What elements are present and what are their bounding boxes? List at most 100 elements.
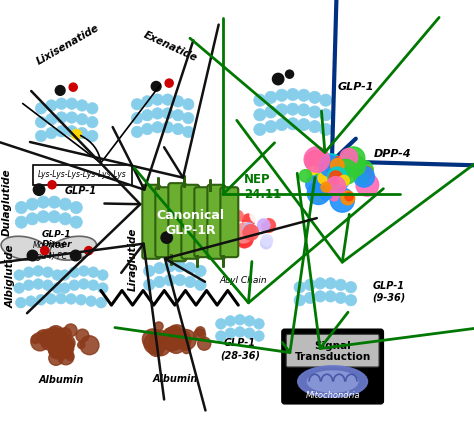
Circle shape — [328, 168, 348, 187]
Text: Albiglutide: Albiglutide — [6, 244, 16, 307]
Circle shape — [344, 155, 365, 177]
Circle shape — [235, 327, 245, 338]
Circle shape — [162, 95, 173, 106]
Circle shape — [46, 114, 57, 126]
Circle shape — [43, 280, 53, 291]
Circle shape — [328, 168, 347, 187]
Circle shape — [154, 276, 165, 288]
Circle shape — [37, 197, 49, 209]
Circle shape — [327, 157, 348, 179]
Circle shape — [41, 247, 49, 255]
Circle shape — [86, 296, 96, 307]
Circle shape — [54, 335, 69, 350]
Circle shape — [260, 238, 272, 250]
Text: Modified
(IgG4) FC: Modified (IgG4) FC — [31, 240, 67, 260]
Circle shape — [318, 173, 330, 185]
Circle shape — [66, 126, 78, 138]
Text: Lys-Lys-Lys-Lys-Lys-Lys: Lys-Lys-Lys-Lys-Lys-Lys — [38, 170, 127, 178]
Circle shape — [96, 298, 107, 308]
Circle shape — [60, 339, 74, 352]
Circle shape — [173, 124, 184, 135]
Circle shape — [264, 107, 277, 119]
Circle shape — [335, 293, 346, 304]
Circle shape — [298, 119, 310, 132]
Circle shape — [173, 110, 184, 122]
Circle shape — [355, 161, 373, 180]
Circle shape — [260, 215, 279, 234]
Text: GLP-1
(9-36): GLP-1 (9-36) — [373, 280, 406, 302]
Circle shape — [335, 167, 351, 182]
Circle shape — [308, 186, 318, 196]
Ellipse shape — [50, 237, 97, 260]
Circle shape — [164, 327, 183, 346]
Circle shape — [164, 261, 175, 273]
Circle shape — [58, 341, 74, 356]
FancyBboxPatch shape — [155, 188, 173, 257]
Circle shape — [53, 329, 64, 340]
Circle shape — [331, 170, 345, 184]
Circle shape — [354, 167, 374, 188]
Circle shape — [14, 283, 25, 294]
Circle shape — [87, 117, 98, 128]
Circle shape — [257, 219, 270, 232]
Circle shape — [174, 330, 190, 346]
Circle shape — [162, 122, 173, 134]
Circle shape — [31, 333, 49, 351]
Circle shape — [64, 324, 77, 337]
Circle shape — [162, 331, 180, 349]
Circle shape — [244, 316, 255, 326]
Circle shape — [84, 247, 93, 255]
Circle shape — [88, 267, 99, 278]
Circle shape — [175, 336, 188, 349]
Circle shape — [66, 354, 73, 361]
Circle shape — [69, 267, 80, 278]
Circle shape — [166, 332, 184, 349]
Circle shape — [76, 329, 89, 342]
Circle shape — [33, 184, 45, 196]
Circle shape — [154, 263, 165, 274]
Circle shape — [254, 109, 266, 122]
Circle shape — [304, 148, 329, 173]
Circle shape — [87, 131, 98, 142]
Circle shape — [33, 279, 44, 289]
Circle shape — [306, 177, 323, 194]
Circle shape — [166, 334, 176, 344]
Ellipse shape — [298, 366, 367, 397]
FancyBboxPatch shape — [208, 185, 225, 259]
Circle shape — [184, 276, 196, 288]
Text: GLP-1
Dimer: GLP-1 Dimer — [42, 229, 72, 249]
Circle shape — [196, 327, 205, 336]
Circle shape — [49, 351, 63, 365]
Circle shape — [80, 336, 99, 355]
Circle shape — [325, 278, 336, 289]
Circle shape — [304, 293, 316, 304]
Circle shape — [319, 166, 338, 184]
Text: NEP
24.11: NEP 24.11 — [244, 172, 281, 200]
Circle shape — [142, 329, 164, 350]
Circle shape — [47, 326, 64, 343]
Circle shape — [325, 291, 336, 302]
Circle shape — [335, 177, 346, 188]
Circle shape — [182, 345, 191, 354]
Circle shape — [26, 199, 38, 211]
Circle shape — [264, 121, 277, 133]
Circle shape — [57, 336, 72, 350]
Circle shape — [340, 149, 358, 167]
Circle shape — [58, 349, 74, 365]
Circle shape — [15, 217, 27, 229]
Circle shape — [150, 335, 171, 356]
Circle shape — [326, 166, 346, 186]
Circle shape — [330, 189, 355, 213]
Circle shape — [287, 89, 299, 102]
Circle shape — [16, 298, 26, 308]
Text: GLP-1: GLP-1 — [337, 81, 374, 91]
Circle shape — [339, 176, 349, 187]
Circle shape — [294, 295, 305, 306]
Circle shape — [323, 164, 341, 181]
Circle shape — [319, 156, 340, 177]
Circle shape — [319, 167, 345, 192]
Circle shape — [36, 117, 47, 128]
FancyBboxPatch shape — [142, 185, 160, 259]
Circle shape — [328, 176, 338, 185]
Circle shape — [250, 207, 267, 224]
